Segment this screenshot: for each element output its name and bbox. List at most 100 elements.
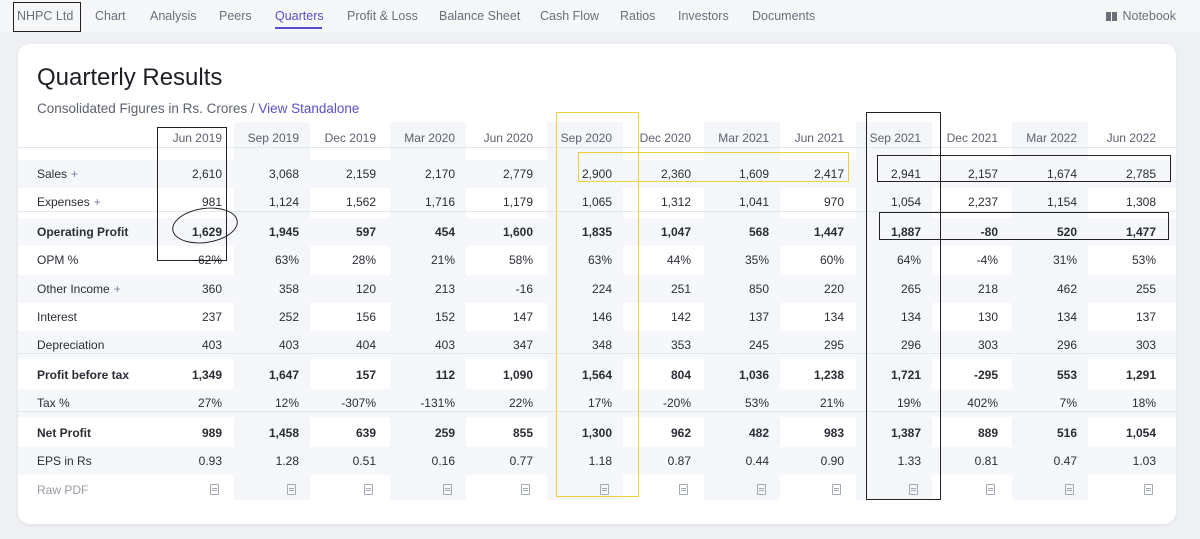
table-cell: 0.90: [820, 454, 844, 468]
table-cell: 1.28: [275, 454, 299, 468]
table-cell: 568: [748, 225, 769, 239]
active-tab-indicator: [275, 27, 322, 29]
table-cell: 404: [355, 338, 376, 352]
row-label-text: Expenses: [37, 195, 90, 209]
table-cell: 1,041: [738, 195, 769, 209]
table-cell: 0.81: [974, 454, 998, 468]
table-cell: 28%: [351, 253, 376, 267]
table-cell: 62%: [197, 253, 222, 267]
figures-note: Consolidated Figures in Rs. Crores /: [37, 101, 255, 116]
table-cell: -80: [980, 225, 998, 239]
tab-investors[interactable]: Investors: [678, 9, 729, 23]
table-cell: 137: [1135, 310, 1156, 324]
table-cell: 27%: [197, 396, 222, 410]
pdf-icon[interactable]: [443, 484, 452, 495]
table-cell: 1,300: [581, 426, 612, 440]
view-standalone-link[interactable]: View Standalone: [258, 101, 360, 116]
table-cell: 1,447: [813, 225, 844, 239]
expand-plus-icon[interactable]: +: [71, 167, 79, 181]
pdf-icon[interactable]: [364, 484, 373, 495]
quarterly-results-card: Quarterly Results Consolidated Figures i…: [18, 44, 1176, 524]
table-cell: 147: [512, 310, 533, 324]
row-label[interactable]: Other Income +: [37, 282, 121, 296]
tab-chart[interactable]: Chart: [95, 9, 126, 23]
pdf-icon[interactable]: [909, 484, 918, 495]
tab-cash-flow[interactable]: Cash Flow: [540, 9, 600, 23]
table-cell: 0.93: [198, 454, 222, 468]
table-cell: 252: [278, 310, 299, 324]
pdf-icon[interactable]: [757, 484, 766, 495]
table-cell: 989: [201, 426, 222, 440]
company-name[interactable]: NHPC Ltd: [17, 9, 74, 23]
table-cell: 1,458: [268, 426, 299, 440]
tab-analysis[interactable]: Analysis: [150, 9, 197, 23]
table-cell: 1,291: [1125, 368, 1156, 382]
table-cell: 112: [435, 368, 455, 382]
tab-balance-sheet[interactable]: Balance Sheet: [439, 9, 521, 23]
table-cell: 1,600: [502, 225, 533, 239]
table-cell: 1,090: [502, 368, 533, 382]
table-cell: 157: [355, 368, 376, 382]
row-label[interactable]: Sales +: [37, 167, 78, 181]
table-cell: 18%: [1131, 396, 1156, 410]
table-cell: 2,417: [813, 167, 844, 181]
column-header: Jun 2022: [1106, 131, 1156, 145]
table-cell: 2,941: [890, 167, 921, 181]
pdf-icon[interactable]: [832, 484, 841, 495]
table-cell: 970: [823, 195, 844, 209]
table-cell: 21%: [430, 253, 455, 267]
row-label[interactable]: Expenses +: [37, 195, 101, 209]
row-label-text: Depreciation: [37, 338, 105, 352]
table-cell: 402%: [967, 396, 998, 410]
table-cell: 142: [670, 310, 691, 324]
table-cell: 1,562: [345, 195, 376, 209]
pdf-icon[interactable]: [287, 484, 296, 495]
table-cell: 1,477: [1125, 225, 1156, 239]
tab-peers[interactable]: Peers: [219, 9, 252, 23]
table-cell: 850: [748, 282, 769, 296]
table-cell: 265: [900, 282, 921, 296]
table-cell: 303: [1135, 338, 1156, 352]
table-cell: 981: [201, 195, 222, 209]
table-cell: 403: [201, 338, 222, 352]
row-label: Depreciation: [37, 338, 104, 352]
table-cell: 516: [1056, 426, 1077, 440]
table-cell: 358: [278, 282, 299, 296]
pdf-icon[interactable]: [1144, 484, 1153, 495]
table-cell: 53%: [1131, 253, 1156, 267]
table-cell: 134: [1056, 310, 1077, 324]
table-cell: 134: [900, 310, 921, 324]
table-cell: 2,170: [424, 167, 455, 181]
row-label-text: Operating Profit: [37, 225, 129, 239]
column-header: Dec 2021: [946, 131, 998, 145]
row-band: [18, 447, 1176, 475]
tab-ratios[interactable]: Ratios: [620, 9, 656, 23]
table-cell: 146: [591, 310, 612, 324]
pdf-icon[interactable]: [521, 484, 530, 495]
table-cell: 1,154: [1046, 195, 1077, 209]
pdf-icon[interactable]: [210, 484, 219, 495]
table-cell: 1,036: [738, 368, 769, 382]
pdf-icon[interactable]: [986, 484, 995, 495]
table-cell: 296: [1056, 338, 1077, 352]
pdf-icon[interactable]: [1065, 484, 1074, 495]
pdf-icon[interactable]: [679, 484, 688, 495]
pdf-icon[interactable]: [600, 484, 609, 495]
expand-plus-icon[interactable]: +: [93, 195, 101, 209]
table-cell: 1,124: [268, 195, 299, 209]
notebook-button[interactable]: Notebook: [1106, 9, 1176, 23]
tab-quarters[interactable]: Quarters: [275, 9, 324, 23]
table-cell: 0.77: [509, 454, 533, 468]
top-nav: NHPC Ltd Chart Analysis Peers Quarters P…: [0, 0, 1200, 32]
expand-plus-icon[interactable]: +: [113, 282, 121, 296]
row-label: Tax %: [37, 396, 70, 410]
row-label-text: OPM %: [37, 253, 79, 267]
tab-documents[interactable]: Documents: [752, 9, 816, 23]
table-cell: 353: [670, 338, 691, 352]
table-cell: 1,312: [660, 195, 691, 209]
row-label-text: Raw PDF: [37, 483, 89, 497]
row-label: Profit before tax: [37, 368, 129, 382]
tab-profit-loss[interactable]: Profit & Loss: [347, 9, 418, 23]
table-cell: 63%: [274, 253, 299, 267]
table-cell: 251: [670, 282, 691, 296]
